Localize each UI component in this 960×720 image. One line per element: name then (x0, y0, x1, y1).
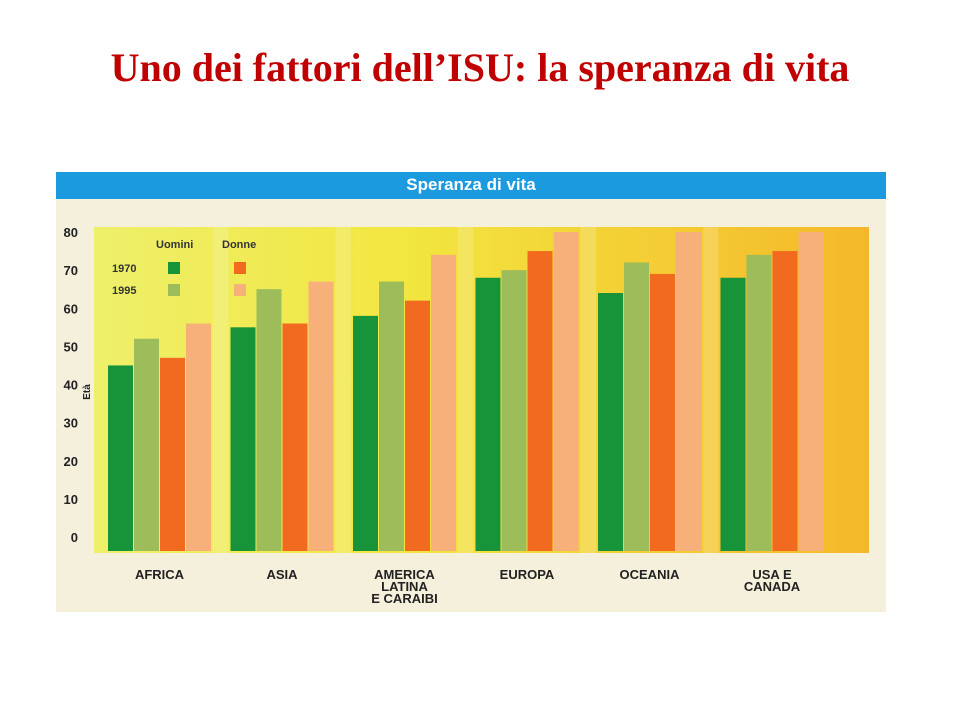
x-tick-label: CANADA (744, 579, 801, 594)
bar (598, 293, 623, 551)
bar (501, 270, 527, 551)
legend-swatch (168, 262, 180, 274)
bar (353, 315, 378, 551)
x-tick-label: AMERICA (374, 567, 435, 582)
legend-year-label: 1995 (112, 285, 136, 297)
bar (553, 232, 579, 551)
group-separator (213, 227, 229, 553)
y-tick-label: 40 (64, 378, 78, 393)
group-separator (703, 227, 719, 553)
legend-swatch (234, 262, 246, 274)
x-tick-label: USA E (752, 567, 792, 582)
bar (624, 262, 649, 551)
legend-group-label: Donne (222, 239, 256, 251)
legend-group-label: Uomini (156, 239, 193, 251)
y-tick-label: 60 (64, 301, 78, 316)
legend-swatch (168, 284, 180, 296)
legend-swatch (234, 284, 246, 296)
y-axis-label: Età (82, 384, 93, 400)
bar (134, 338, 159, 551)
chart-header: Speranza di vita (56, 172, 886, 199)
group-separator (458, 227, 474, 553)
bar (772, 251, 798, 551)
x-tick-label: OCEANIA (620, 567, 681, 582)
bar (798, 232, 824, 551)
bar (308, 281, 334, 551)
y-tick-label: 0 (71, 530, 78, 545)
bar (379, 281, 404, 551)
bar (475, 277, 501, 551)
y-tick-label: 20 (64, 454, 78, 469)
x-tick-label: AFRICA (135, 567, 185, 582)
y-tick-label: 80 (64, 225, 78, 240)
bar (108, 365, 133, 551)
x-tick-label: EUROPA (500, 567, 555, 582)
legend-year-label: 1970 (112, 263, 136, 275)
chart-svg: 0 10 20 30 40 50 60 70 80 AFRICA ASIA AMERICALATIN… (64, 225, 869, 606)
y-tick-label: 70 (64, 263, 78, 278)
bar (720, 277, 746, 551)
bar (282, 323, 308, 551)
slide-title: Uno dei fattori dell’ISU: la speranza di… (110, 45, 850, 90)
bar (676, 232, 701, 551)
bar (746, 254, 772, 551)
bar (405, 300, 430, 551)
group-separator (335, 227, 351, 553)
bar (256, 289, 282, 551)
chart-title: Speranza di vita (406, 175, 536, 194)
bar (527, 251, 553, 551)
bar (431, 254, 456, 551)
bar (650, 273, 675, 551)
y-tick-label: 30 (64, 416, 78, 431)
x-tick-label: LATINA (381, 579, 428, 594)
bar (160, 357, 185, 551)
bar (230, 327, 256, 551)
x-tick-label: ASIA (266, 567, 298, 582)
bar (186, 323, 211, 551)
x-tick-label: E CARAIBI (371, 591, 437, 606)
group-separator (580, 227, 596, 553)
y-tick-label: 50 (64, 339, 78, 354)
y-tick-label: 10 (64, 492, 78, 507)
chart-panel: 0 10 20 30 40 50 60 70 80 AFRICA ASIA AMERICA LATIN… (56, 172, 886, 612)
